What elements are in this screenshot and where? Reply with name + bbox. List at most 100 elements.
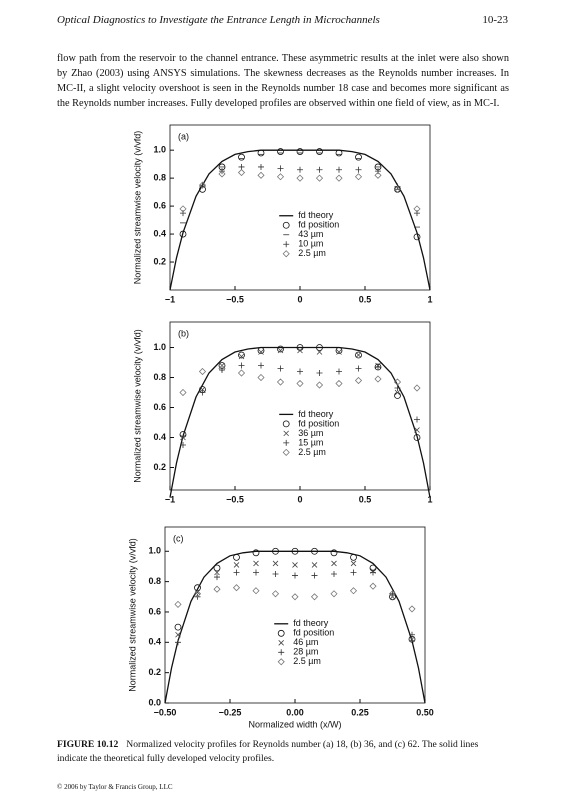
- data-point: [218, 364, 226, 373]
- x-axis-label: Normalized width (x/W): [248, 719, 341, 729]
- data-point: [257, 347, 265, 354]
- panel-label: (c): [173, 533, 184, 543]
- data-point: [330, 590, 338, 598]
- data-point: [296, 379, 304, 388]
- data-point: [389, 590, 396, 597]
- legend-swatch: [282, 448, 290, 456]
- data-point: [213, 564, 221, 572]
- x-tick-label: 0.5: [359, 494, 372, 504]
- data-point: [271, 590, 280, 598]
- data-point: [277, 347, 284, 354]
- data-point: [180, 442, 186, 448]
- x-tick-label: 0: [297, 494, 302, 504]
- y-tick-label: 0.8: [148, 576, 161, 586]
- panel-label: (b): [178, 328, 189, 338]
- data-point: [276, 173, 285, 181]
- data-point: [355, 351, 362, 359]
- data-point: [179, 388, 187, 397]
- y-tick-label: 0.2: [153, 462, 166, 472]
- caption: FIGURE 10.12 Normalized velocity profiles…: [57, 738, 509, 766]
- x-tick-label: −0.50: [154, 707, 177, 717]
- data-point: [316, 349, 323, 355]
- data-point: [272, 547, 279, 555]
- text-line: by Zhao (2003) using ANSYS simulations. …: [57, 68, 509, 79]
- data-point: [258, 163, 264, 170]
- data-point: [414, 427, 420, 433]
- data-point: [349, 587, 358, 595]
- x-tick-label: −1: [165, 294, 175, 304]
- legend-swatch: [283, 241, 290, 248]
- data-point: [252, 549, 260, 557]
- data-point: [214, 574, 220, 581]
- plot-frame: [164, 526, 426, 704]
- data-point: [394, 385, 401, 391]
- data-point: [336, 368, 342, 375]
- data-point: [174, 623, 182, 631]
- data-point: [258, 349, 264, 355]
- data-point: [233, 569, 240, 576]
- data-point: [174, 600, 182, 608]
- legend-label: 43 µm: [298, 229, 323, 239]
- legend-label: fd theory: [298, 409, 334, 419]
- y-tick-label: 0.4: [153, 228, 166, 238]
- legend-swatch: [282, 221, 290, 229]
- theory-line: [169, 149, 431, 291]
- legend-label: 28 µm: [293, 647, 318, 657]
- data-point: [198, 181, 207, 189]
- data-point: [175, 639, 181, 646]
- data-point: [375, 168, 381, 175]
- data-point: [179, 205, 187, 213]
- data-point: [253, 560, 259, 567]
- data-point: [292, 572, 298, 579]
- y-axis-label: Normalized streamwise velocity (v/vfd): [132, 329, 142, 483]
- data-point: [369, 582, 377, 590]
- y-tick-label: 1.0: [148, 546, 161, 556]
- x-tick-label: −0.25: [219, 707, 242, 717]
- running-title: Optical Diagnostics to Investigate the E…: [57, 14, 380, 26]
- data-point: [414, 210, 420, 217]
- data-point: [413, 205, 421, 213]
- data-point: [179, 230, 187, 238]
- page-number: 10-23: [482, 14, 508, 26]
- data-point: [315, 174, 324, 182]
- legend-swatch: [282, 250, 290, 258]
- data-point: [218, 170, 226, 178]
- data-point: [296, 148, 304, 155]
- data-point: [316, 166, 323, 173]
- data-point: [296, 174, 304, 182]
- y-tick-label: 0.6: [148, 606, 161, 616]
- data-point: [238, 153, 245, 161]
- data-point: [276, 378, 285, 386]
- data-point: [198, 367, 207, 376]
- x-tick-label: −0.5: [226, 294, 244, 304]
- data-point: [409, 631, 415, 638]
- data-point: [316, 148, 323, 155]
- x-tick-label: 0.5: [359, 294, 372, 304]
- data-point: [297, 166, 303, 173]
- data-point: [413, 233, 421, 241]
- panel-label: (a): [178, 131, 189, 141]
- y-tick-label: 1.0: [153, 145, 166, 155]
- data-point: [272, 571, 279, 578]
- data-point: [175, 631, 181, 638]
- data-point: [375, 364, 381, 370]
- data-point: [394, 392, 401, 399]
- data-point: [277, 148, 284, 155]
- x-tick-label: −0.5: [226, 494, 244, 504]
- data-point: [335, 347, 343, 354]
- legend-label: fd theory: [298, 210, 334, 220]
- caption-text: Normalized velocity profiles for Reynold…: [57, 739, 479, 764]
- data-point: [199, 389, 206, 396]
- data-point: [194, 589, 201, 596]
- data-point: [253, 569, 259, 576]
- legend-swatch: [277, 629, 285, 637]
- data-point: [354, 173, 363, 181]
- data-point: [238, 163, 245, 170]
- data-point: [310, 593, 319, 601]
- data-point: [315, 381, 324, 389]
- data-point: [233, 562, 240, 568]
- data-point: [393, 185, 402, 193]
- legend-label: fd theory: [293, 618, 329, 628]
- legend-label: 2.5 µm: [293, 656, 321, 666]
